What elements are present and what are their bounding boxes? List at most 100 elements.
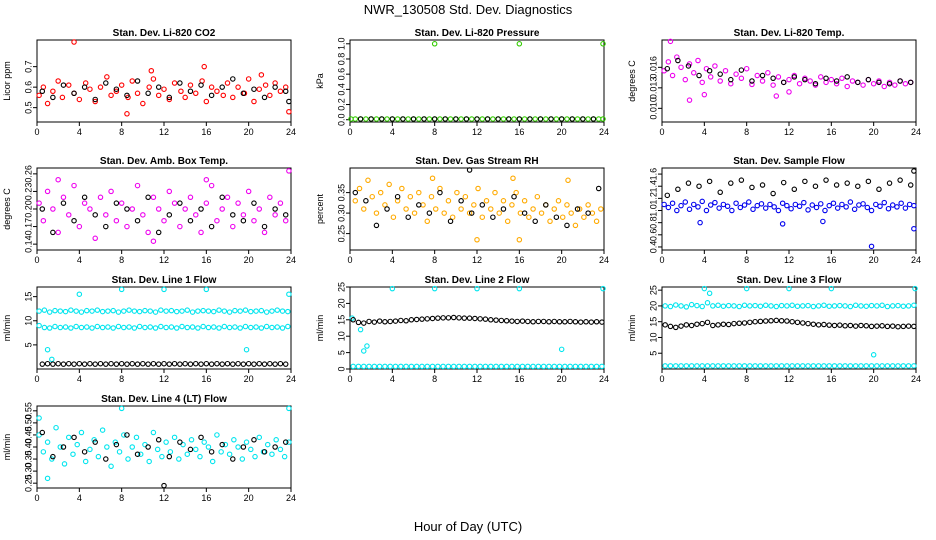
data-point <box>826 303 832 309</box>
x-tick-label: 8 <box>119 255 124 265</box>
y-tick-label: 1.6 <box>648 168 658 181</box>
x-tick-label: 16 <box>514 374 524 384</box>
data-point <box>694 302 700 309</box>
data-point <box>833 80 840 87</box>
panel-7: Stan. Dev. Line 1 Flow ml/min 0 4 8 12 16 20 24 5… <box>2 275 296 384</box>
data-point <box>780 179 787 186</box>
data-point <box>403 318 409 324</box>
data-point <box>155 84 162 90</box>
data-point <box>738 67 745 73</box>
y-tick-label: 0.20 <box>23 200 33 218</box>
data-point <box>363 116 369 122</box>
data-point <box>773 317 780 324</box>
data-point <box>62 324 69 330</box>
data-point <box>870 352 877 358</box>
data-point <box>108 360 114 367</box>
data-point <box>71 217 77 224</box>
data-point <box>226 309 233 315</box>
data-point <box>562 363 568 370</box>
data-point <box>134 451 141 457</box>
data-point <box>505 116 512 122</box>
data-point <box>193 360 199 367</box>
data-point <box>710 303 716 309</box>
data-point <box>36 92 42 99</box>
data-point <box>868 323 875 330</box>
data-point <box>889 363 896 369</box>
data-point <box>725 302 732 309</box>
data-point <box>41 324 48 331</box>
data-point <box>258 325 265 331</box>
data-point <box>171 360 178 367</box>
data-point <box>593 218 600 225</box>
data-point <box>519 363 526 370</box>
data-point <box>828 285 835 292</box>
data-point <box>826 202 832 209</box>
data-point <box>282 361 289 367</box>
data-point <box>807 78 813 84</box>
data-point <box>44 439 51 445</box>
data-point <box>458 116 464 122</box>
data-point <box>243 439 250 445</box>
data-point <box>431 285 438 292</box>
data-point <box>696 72 702 79</box>
data-point <box>474 285 480 292</box>
data-point <box>83 324 90 330</box>
data-point <box>809 202 816 208</box>
data-point <box>805 207 811 213</box>
data-point <box>553 116 560 122</box>
data-point <box>176 456 182 462</box>
data-point <box>245 76 252 82</box>
data-point <box>62 308 69 315</box>
data-point <box>833 78 840 84</box>
y-tick-label: 10 <box>23 316 33 326</box>
data-point <box>273 437 279 443</box>
y-tick-label: 0.35 <box>336 184 346 202</box>
data-point <box>410 116 417 122</box>
data-point <box>881 199 887 206</box>
data-point <box>458 198 464 204</box>
data-point <box>256 206 262 212</box>
data-point <box>237 308 243 314</box>
data-point <box>454 189 460 196</box>
data-point <box>765 70 771 76</box>
data-point <box>155 92 162 99</box>
data-point <box>496 210 502 216</box>
y-tick-label: 20 <box>648 301 658 311</box>
data-point <box>413 316 420 323</box>
data-point <box>775 74 782 80</box>
data-point <box>121 432 127 438</box>
data-point <box>189 324 196 330</box>
data-point <box>348 116 354 122</box>
data-point <box>251 98 257 105</box>
data-point <box>911 363 917 369</box>
data-point <box>52 323 58 330</box>
data-point <box>179 323 185 330</box>
data-point <box>53 424 59 431</box>
x-tick-label: 0 <box>659 374 664 384</box>
data-point <box>495 116 501 122</box>
data-point <box>382 202 388 208</box>
data-point <box>429 175 436 182</box>
data-point <box>198 229 204 236</box>
data-point <box>203 360 210 367</box>
data-point <box>269 451 275 457</box>
x-tick-label: 8 <box>744 127 749 137</box>
data-point <box>182 360 188 367</box>
data-point <box>136 308 143 315</box>
data-point <box>389 116 396 122</box>
data-point <box>907 182 914 188</box>
y-tick-label: 20 <box>336 298 346 308</box>
data-point <box>99 308 106 315</box>
data-point <box>398 317 404 324</box>
x-tick-label: 24 <box>286 493 296 503</box>
data-point <box>477 363 483 370</box>
data-point <box>142 324 148 331</box>
x-tick-label: 24 <box>286 374 296 384</box>
data-point <box>134 182 141 189</box>
data-point <box>352 198 359 204</box>
data-point <box>267 92 273 99</box>
x-tick-label: 12 <box>472 127 482 137</box>
data-point <box>150 76 157 82</box>
data-point <box>240 217 247 224</box>
series-1 <box>36 405 292 482</box>
